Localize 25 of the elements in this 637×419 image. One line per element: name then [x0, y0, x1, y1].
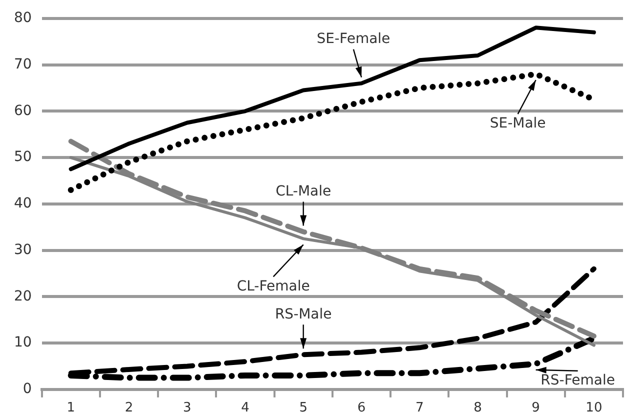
x-tick-label: 9 [532, 400, 540, 416]
y-tick-label: 10 [14, 334, 32, 351]
x-tick-label: 8 [474, 400, 482, 416]
annotation: RS-Female [540, 372, 615, 389]
x-tick-label: 3 [182, 400, 192, 416]
y-tick-label: 40 [14, 196, 32, 212]
y-tick-label: 80 [14, 10, 32, 26]
x-tick-label: 1 [66, 400, 76, 416]
y-tick-label: 60 [14, 102, 32, 119]
y-tick-label: 70 [14, 56, 32, 72]
x-tick-label: 10 [586, 400, 602, 416]
annotation: RS-Male [274, 306, 332, 322]
x-tick-label: 4 [241, 400, 250, 416]
y-tick-label: 50 [14, 149, 32, 166]
annotation: SE-Male [490, 116, 546, 132]
annotation: CL-Male [276, 183, 332, 200]
y-tick-label: 0 [22, 381, 32, 398]
x-tick-label: 6 [357, 400, 366, 416]
x-tick-label: 5 [299, 400, 308, 416]
annotation: CL-Female [236, 278, 310, 294]
x-tick-label: 7 [415, 400, 424, 416]
x-tick-label: 2 [124, 400, 134, 416]
y-tick-label: 20 [14, 288, 32, 304]
y-tick-label: 30 [14, 242, 32, 258]
annotation: SE-Female [316, 30, 390, 47]
